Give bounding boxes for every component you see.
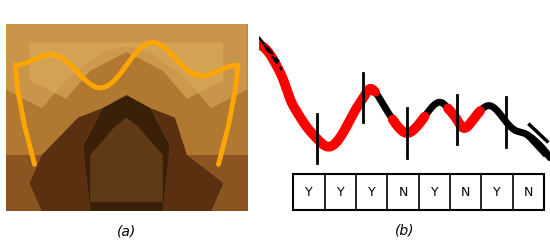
Text: Y: Y — [368, 186, 376, 198]
Text: N: N — [524, 186, 533, 198]
Polygon shape — [6, 24, 248, 155]
Polygon shape — [30, 43, 223, 99]
FancyBboxPatch shape — [294, 174, 544, 210]
Text: (b): (b) — [394, 223, 414, 238]
Polygon shape — [83, 95, 170, 211]
Text: N: N — [461, 186, 470, 198]
Polygon shape — [151, 108, 223, 211]
Polygon shape — [30, 108, 102, 211]
Text: N: N — [398, 186, 408, 198]
Text: Y: Y — [431, 186, 438, 198]
Polygon shape — [6, 24, 248, 211]
Text: Y: Y — [337, 186, 344, 198]
Text: Y: Y — [493, 186, 501, 198]
Text: Y: Y — [305, 186, 313, 198]
Text: (a): (a) — [117, 224, 136, 238]
Polygon shape — [6, 24, 248, 108]
Polygon shape — [90, 118, 163, 202]
